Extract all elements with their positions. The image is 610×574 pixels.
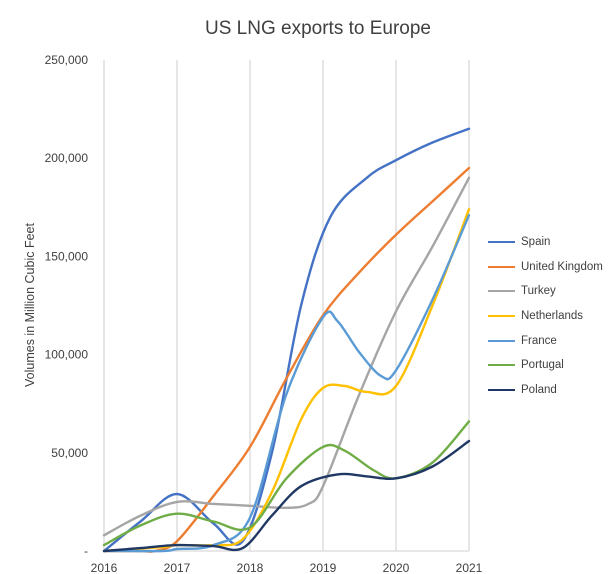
y-tick-label: 200,000 xyxy=(45,151,89,165)
legend-swatch xyxy=(488,315,515,318)
legend-swatch xyxy=(488,339,515,342)
legend-label: Portugal xyxy=(521,359,564,372)
legend-label: United Kingdom xyxy=(521,260,603,273)
x-tick-label: 2020 xyxy=(383,561,410,574)
legend-item-france: France xyxy=(488,328,603,353)
chart-title: US LNG exports to Europe xyxy=(205,18,431,39)
legend-swatch xyxy=(488,290,515,293)
series-line-united-kingdom xyxy=(102,166,471,553)
legend-swatch xyxy=(488,265,515,268)
x-tick-labels: 2016 2017 2018 2019 2020 2021 xyxy=(91,561,483,574)
legend-item-united-kingdom: United Kingdom xyxy=(488,255,603,280)
series-line-portugal xyxy=(102,420,471,547)
legend: Spain United Kingdom Turkey Netherlands Fran… xyxy=(488,230,603,402)
series-lines xyxy=(102,127,471,553)
legend-label: Netherlands xyxy=(521,310,584,323)
legend-item-portugal: Portugal xyxy=(488,353,603,378)
y-tick-label: 100,000 xyxy=(45,348,89,362)
y-axis-label: Volumes in Million Cubic Feet xyxy=(23,222,37,386)
legend-label: Turkey xyxy=(521,285,556,298)
legend-label: Spain xyxy=(521,236,551,249)
x-tick-label: 2016 xyxy=(91,561,118,574)
legend-item-spain: Spain xyxy=(488,230,603,255)
y-tick-label: - xyxy=(84,544,88,558)
legend-swatch xyxy=(488,241,515,244)
x-tick-label: 2017 xyxy=(164,561,191,574)
legend-item-netherlands: Netherlands xyxy=(488,304,603,329)
series-line-turkey xyxy=(102,176,471,537)
y-tick-label: 150,000 xyxy=(45,249,89,263)
legend-swatch xyxy=(488,388,515,391)
x-tick-label: 2018 xyxy=(237,561,264,574)
y-tick-label: 250,000 xyxy=(45,53,89,67)
legend-label: France xyxy=(521,334,557,347)
x-tick-label: 2021 xyxy=(456,561,483,574)
series-line-poland xyxy=(102,439,471,553)
y-tick-label: 50,000 xyxy=(51,446,88,460)
legend-item-poland: Poland xyxy=(488,378,603,403)
y-tick-labels: - 50,000 100,000 150,000 200,000 250,000 xyxy=(45,53,89,558)
x-tick-label: 2019 xyxy=(310,561,337,574)
grid-lines xyxy=(103,60,470,552)
legend-item-turkey: Turkey xyxy=(488,279,603,304)
series-line-france xyxy=(102,214,471,553)
legend-label: Poland xyxy=(521,383,557,396)
legend-swatch xyxy=(488,364,515,367)
